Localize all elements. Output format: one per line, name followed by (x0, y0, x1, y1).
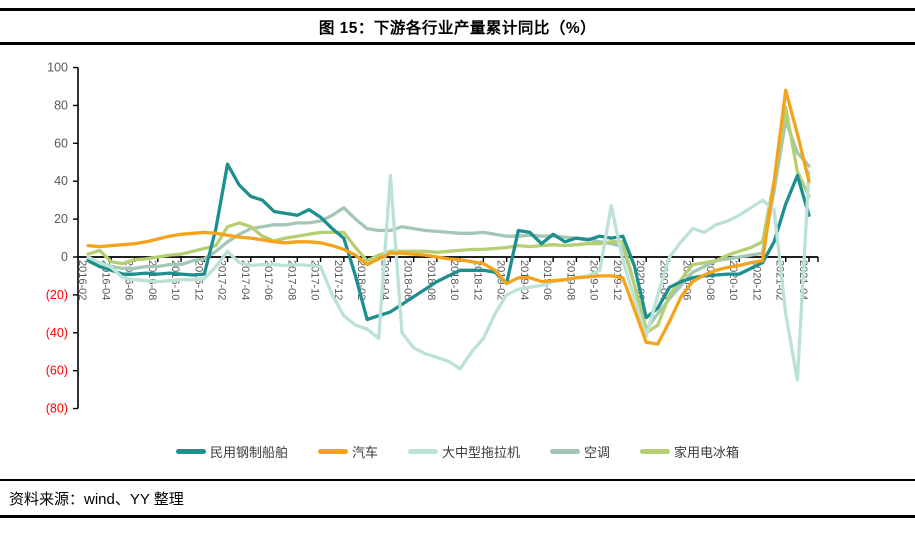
y-tick-label: (80) (46, 401, 68, 415)
y-tick-label: 0 (61, 250, 68, 264)
series-line-1 (86, 88, 811, 346)
figure-title: 图 15：下游各行业产量累计同比（%） (318, 19, 597, 37)
y-tick-label: (40) (46, 325, 68, 339)
legend-item-2: 大中型拖拉机 (407, 442, 520, 461)
y-tick-label: 80 (54, 98, 68, 112)
x-tick-label: 2016-02 (76, 260, 88, 300)
series-line-0 (86, 162, 811, 321)
x-tick-label: 2019-02 (495, 260, 507, 300)
x-tick-label: 2019-04 (518, 260, 530, 300)
series-line-4 (86, 105, 811, 334)
legend-label-2: 大中型拖拉机 (441, 446, 520, 461)
x-tick-label: 2017-02 (216, 260, 228, 300)
legend-label-1: 汽车 (351, 446, 378, 461)
x-tick-label: 2018-12 (471, 260, 483, 300)
x-tick-label: 2017-06 (262, 260, 274, 300)
x-tick-label: 2019-12 (611, 260, 623, 300)
legend-label-3: 空调 (584, 446, 611, 461)
bottom-divider (0, 515, 915, 518)
x-tick-label: 2020-12 (750, 260, 762, 300)
legend-item-0: 民用钢制船舶 (175, 442, 288, 461)
x-tick-label: 2017-10 (309, 260, 321, 300)
legend-swatch-4 (640, 449, 671, 454)
x-tick-label: 2018-06 (402, 260, 414, 300)
legend-swatch-0 (175, 449, 206, 454)
legend-swatch-1 (317, 449, 348, 454)
title-divider (0, 42, 915, 45)
y-tick-label: 100 (47, 60, 68, 74)
x-tick-label: 2017-12 (332, 260, 344, 300)
x-tick-label: 2020-10 (727, 260, 739, 300)
figure-title-bar: 图 15：下游各行业产量累计同比（%） (0, 11, 915, 42)
legend-item-3: 空调 (550, 442, 610, 461)
source-text: 资料来源：wind、YY 整理 (9, 490, 184, 508)
source-bar: 资料来源：wind、YY 整理 (0, 481, 915, 515)
legend-label-0: 民用钢制船舶 (209, 446, 288, 461)
y-tick-label: 20 (54, 212, 68, 226)
legend-swatch-2 (407, 449, 438, 454)
source-divider (0, 478, 915, 481)
x-tick-label: 2018-08 (425, 260, 437, 300)
x-tick-label: 2019-10 (588, 260, 600, 300)
legend-item-1: 汽车 (317, 442, 378, 461)
y-tick-label: 60 (54, 136, 68, 150)
y-tick-label: (60) (46, 363, 68, 377)
chart-legend: 民用钢制船舶 汽车 大中型拖拉机 空调 家用电冰箱 (0, 439, 915, 465)
legend-swatch-3 (550, 449, 580, 454)
y-tick-label: (20) (46, 287, 68, 301)
top-divider (0, 8, 915, 11)
y-tick-label: 40 (54, 174, 68, 188)
legend-item-4: 家用电冰箱 (640, 442, 739, 461)
x-tick-label: 2017-08 (285, 260, 297, 300)
x-tick-label: 2018-10 (448, 260, 460, 300)
x-tick-label: 2017-04 (239, 260, 251, 300)
series-line-2 (86, 169, 811, 382)
legend-label-4: 家用电冰箱 (674, 446, 740, 461)
